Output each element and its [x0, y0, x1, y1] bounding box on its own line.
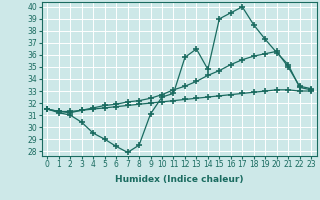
X-axis label: Humidex (Indice chaleur): Humidex (Indice chaleur) [115, 175, 244, 184]
